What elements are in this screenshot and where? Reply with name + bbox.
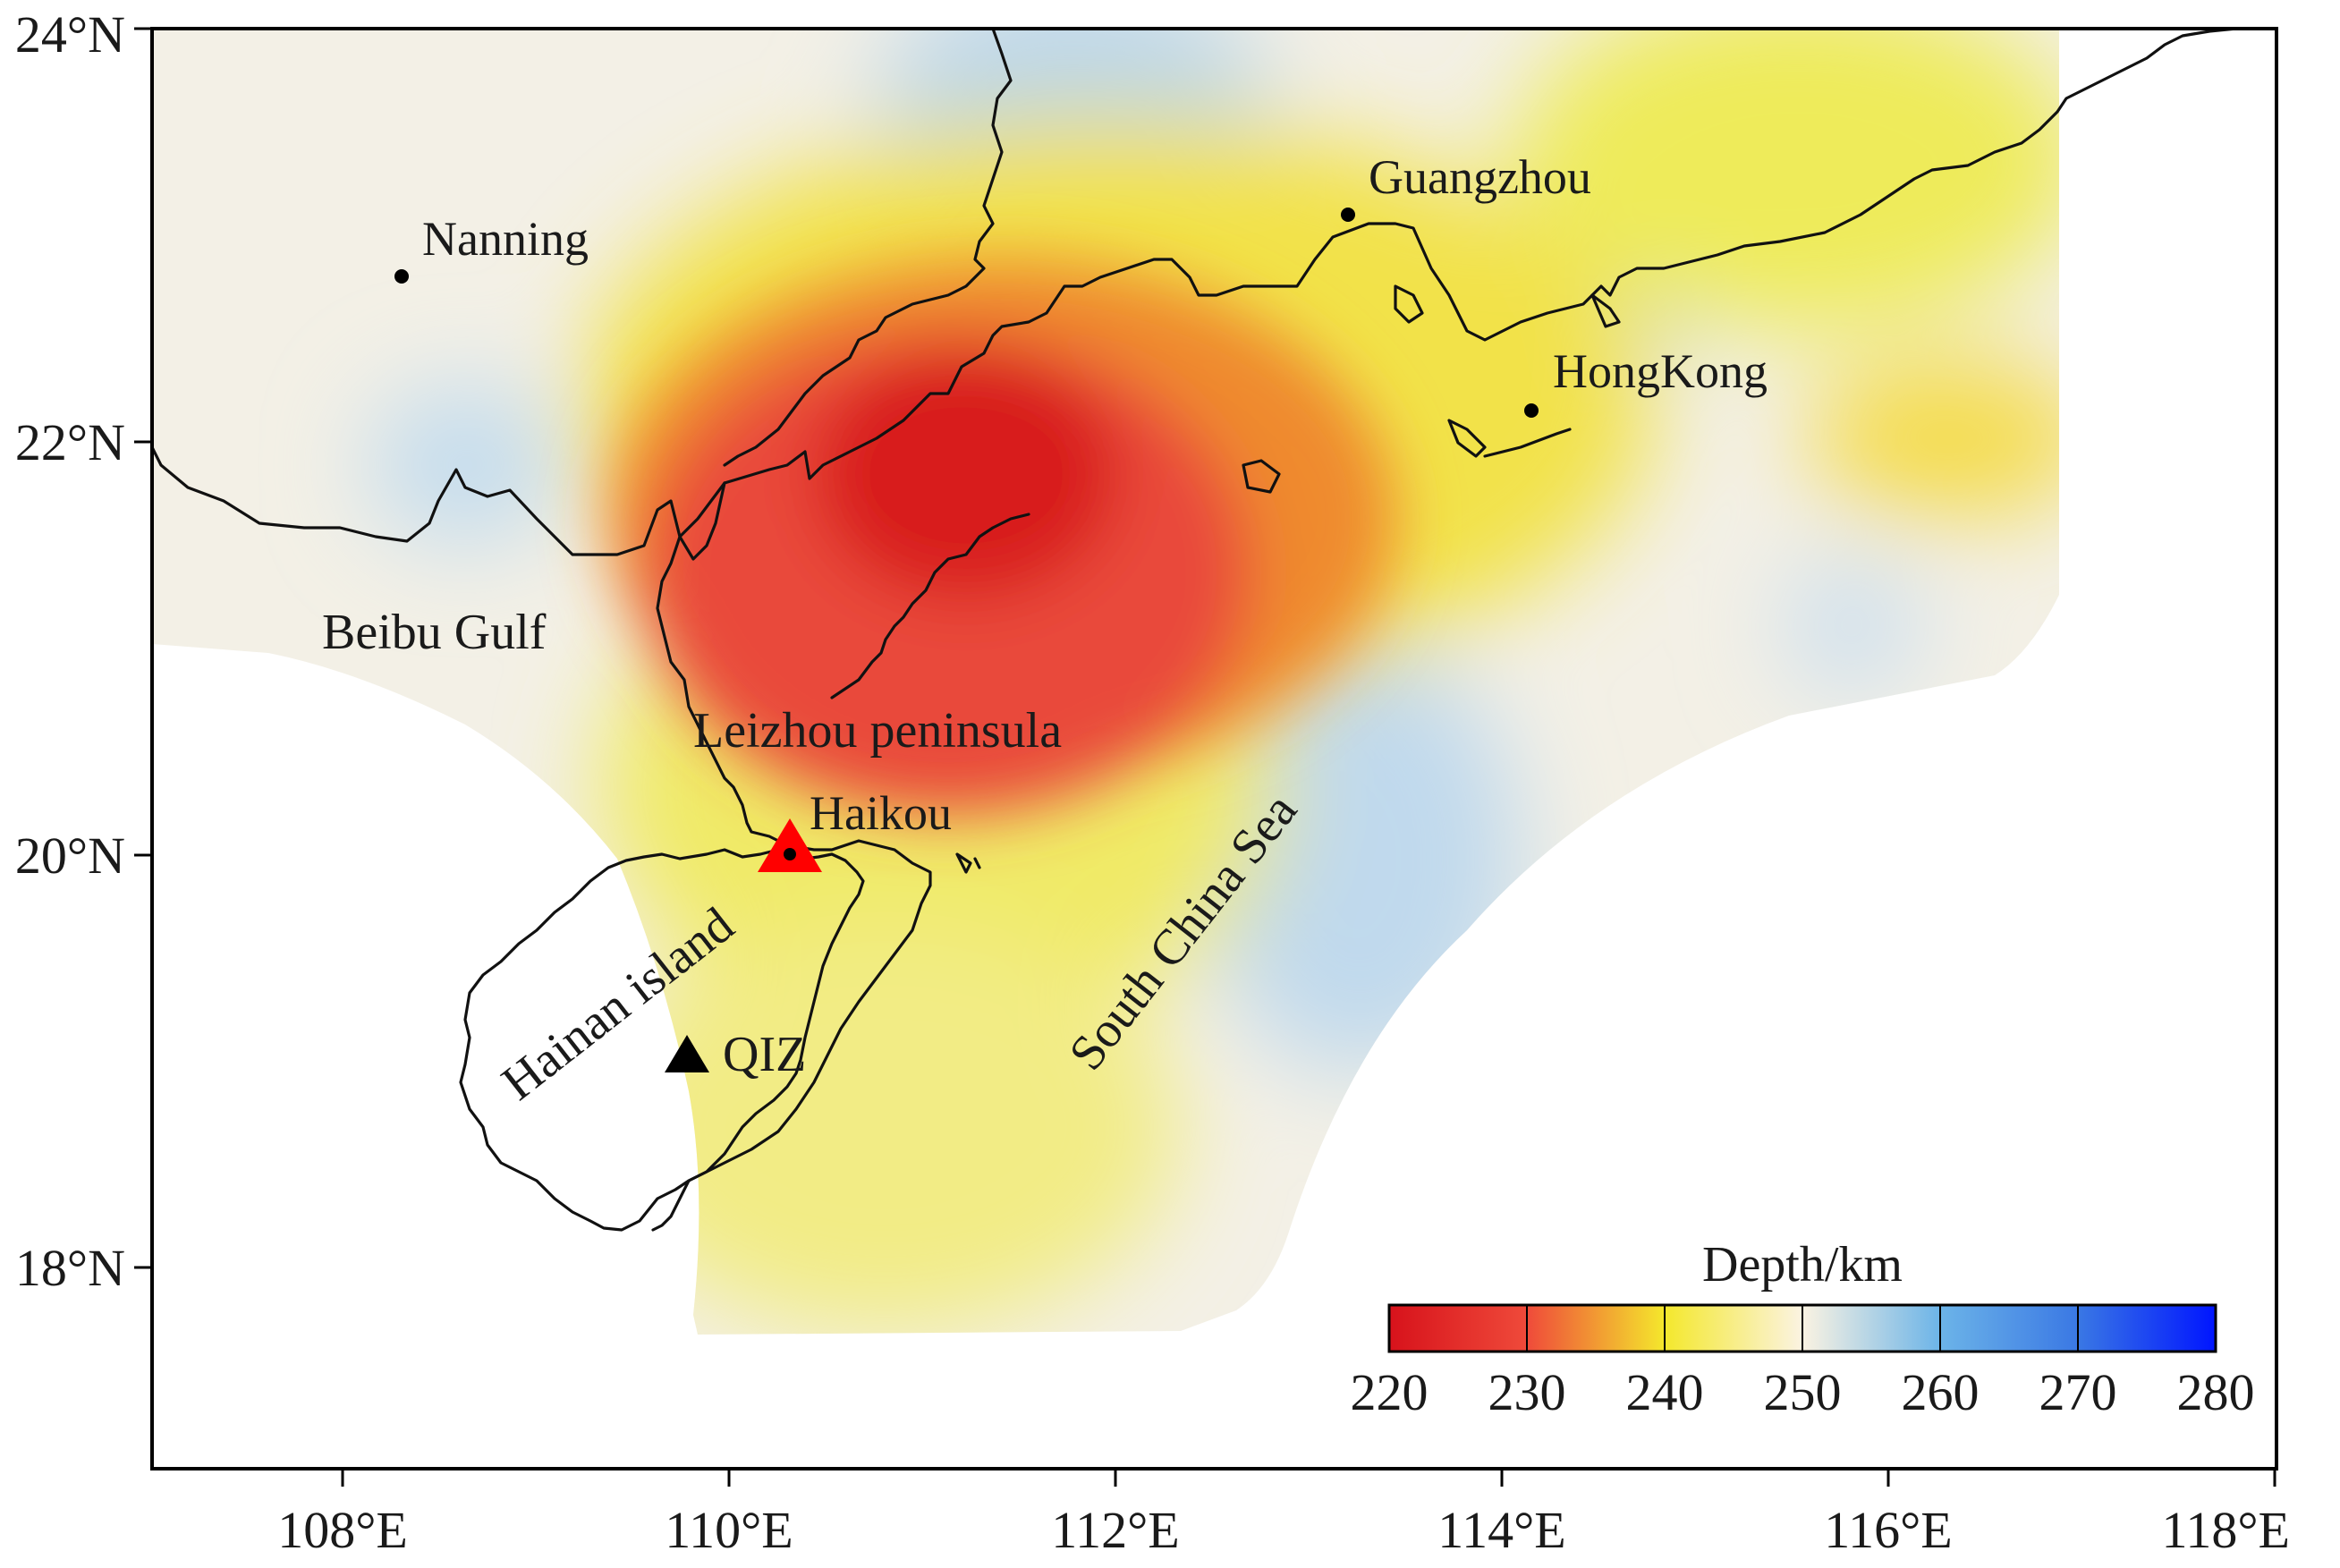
colorbar-tick: 240	[1626, 1363, 1704, 1421]
x-tick-label: 116°E	[1824, 1501, 1952, 1559]
station-label-qiz: QIZ	[723, 1027, 806, 1082]
station-qiz-triangle	[665, 1035, 709, 1072]
x-axis: 108°E 110°E 112°E 114°E 116°E 118°E	[277, 1469, 2290, 1559]
coastlines	[152, 29, 2238, 1232]
x-tick-label: 112°E	[1051, 1501, 1179, 1559]
x-tick-label: 118°E	[2162, 1501, 2290, 1559]
colorbar: Depth/km 220 230 240 250 260 270 280	[1351, 1237, 2255, 1421]
region-label-leizhou: Leizhou peninsula	[693, 703, 1062, 759]
city-label-guangzhou: Guangzhou	[1369, 150, 1591, 204]
city-marker-hongkong	[1524, 403, 1539, 418]
coastline-border	[723, 29, 1013, 467]
x-tick-label: 108°E	[277, 1501, 408, 1559]
y-axis: 24°N 22°N 20°N 18°N	[15, 5, 152, 1297]
coastline-leizhou	[651, 481, 1030, 1232]
station-haikou-triangle	[758, 818, 822, 872]
city-label-nanning: Nanning	[422, 212, 589, 266]
city-marker-guangzhou	[1341, 208, 1355, 222]
city-markers: Nanning Guangzhou HongKong	[394, 150, 1768, 418]
coastline-hainan	[459, 848, 865, 1232]
y-tick-label: 18°N	[15, 1239, 125, 1297]
colorbar-tick: 270	[2039, 1363, 2117, 1421]
x-tick-label: 110°E	[665, 1501, 793, 1559]
y-tick-label: 20°N	[15, 826, 125, 885]
plot-frame	[150, 27, 2278, 1471]
coastline-mainland	[152, 29, 2238, 561]
colorbar-tick: 280	[2177, 1363, 2255, 1421]
x-tick-label: 114°E	[1437, 1501, 1565, 1559]
coastline-islands	[955, 284, 1621, 874]
depth-field	[152, 29, 2059, 1335]
y-tick-label: 22°N	[15, 413, 125, 471]
city-marker-haikou	[784, 848, 796, 860]
city-label-hongkong: HongKong	[1553, 344, 1768, 398]
colorbar-tick: 260	[1902, 1363, 1980, 1421]
city-marker-nanning	[394, 269, 409, 284]
colorbar-title: Depth/km	[1702, 1237, 1903, 1293]
colorbar-tick: 230	[1488, 1363, 1566, 1421]
colorbar-tick: 250	[1764, 1363, 1842, 1421]
region-label-beibu-gulf: Beibu Gulf	[322, 605, 547, 660]
station-markers: Haikou QIZ	[665, 786, 952, 1082]
city-label-haikou: Haikou	[810, 786, 952, 840]
y-tick-label: 24°N	[15, 5, 125, 64]
colorbar-tick: 220	[1351, 1363, 1429, 1421]
